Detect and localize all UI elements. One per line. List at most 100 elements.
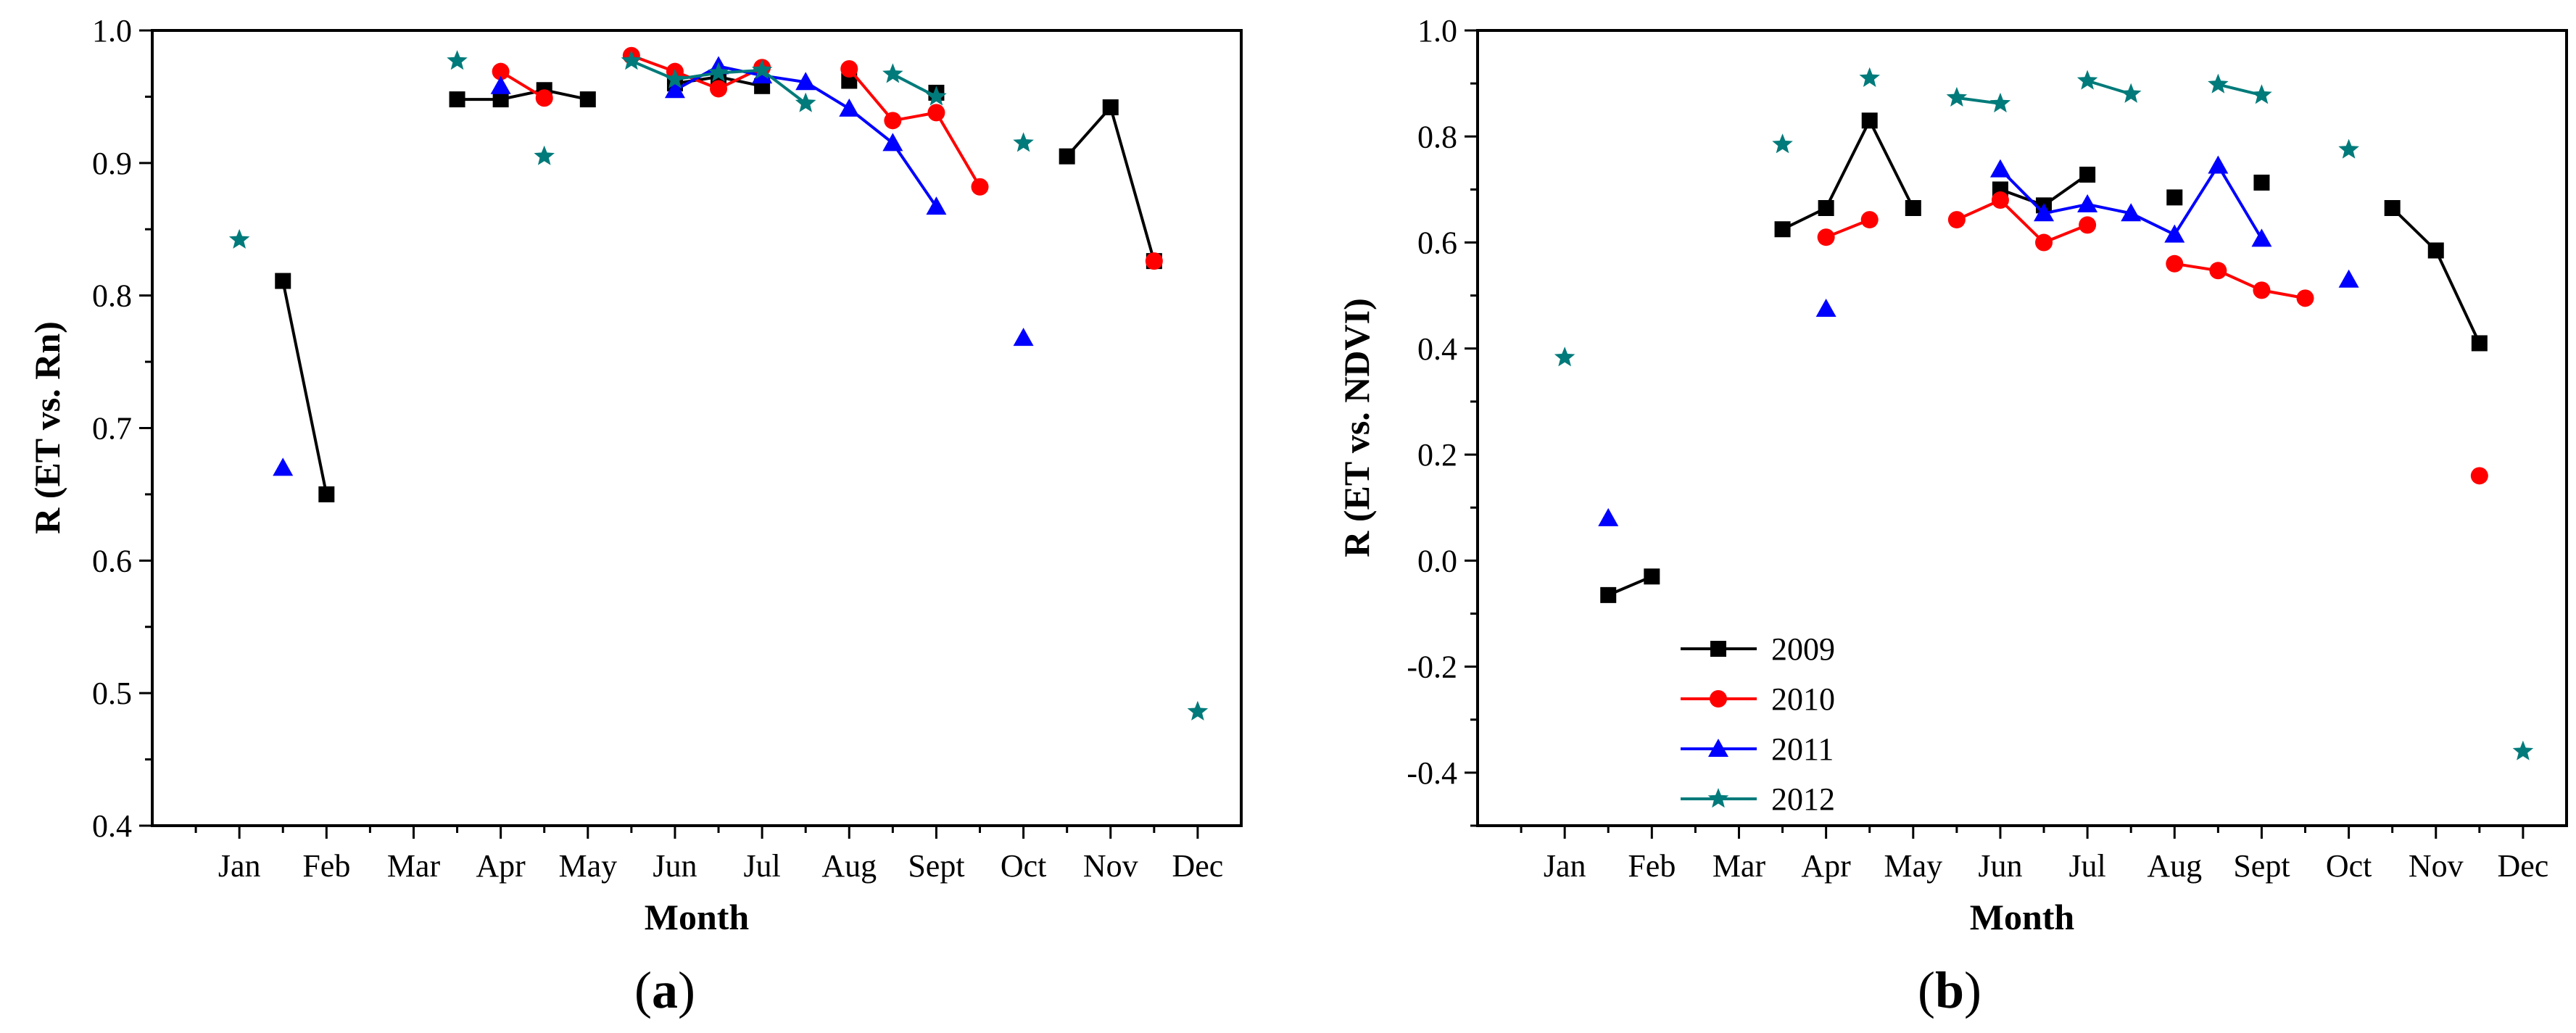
data-point-2011 <box>273 457 294 476</box>
y-tick-label: 0.8 <box>92 278 132 314</box>
x-tick-label: Mar <box>1712 848 1766 884</box>
data-point-2011 <box>1989 159 2010 178</box>
series-line-2010 <box>2174 262 2306 300</box>
y-tick-label: 0.4 <box>1417 331 1457 367</box>
data-point-2011 <box>839 98 860 117</box>
data-point-2012 <box>926 86 947 106</box>
axes-a: 0.4 0.5 0.6 0.7 0.8 0.9 1.0 Jan Feb Mar Apr May Jun J… <box>92 13 1223 884</box>
data-point-2009 <box>841 72 858 89</box>
plot-frame-a <box>151 29 1243 827</box>
data-point-2009 <box>1774 221 1791 238</box>
x-tick-label: Jan <box>218 848 261 884</box>
y-tick-label: 0.8 <box>1417 119 1457 154</box>
data-point-2010 <box>840 60 858 78</box>
y-tick-label: 1.0 <box>92 13 132 49</box>
data-point-2012 <box>1859 67 1880 87</box>
data-point-2012 <box>1946 86 1968 107</box>
legend-item-2011: 2011 <box>1681 731 1834 767</box>
series-2011 <box>1598 155 2359 526</box>
y-tick-label: 0.5 <box>92 676 132 711</box>
data-point-2011 <box>1815 298 1836 317</box>
x-tick-label: Sept <box>2233 848 2290 884</box>
data-point-2012 <box>882 63 903 83</box>
series-line-2010 <box>848 67 982 188</box>
x-tick-label: May <box>1884 848 1942 884</box>
data-point-2011 <box>490 75 511 94</box>
y-axis-title-a: R (ET vs. Rn) <box>27 321 67 534</box>
series-a <box>228 46 1209 721</box>
legend: 2009 2010 2011 2012 <box>1681 631 1835 817</box>
y-tick-label: 0.7 <box>92 411 132 447</box>
data-point-2009 <box>2166 189 2183 206</box>
y-tick-label: 0.2 <box>1417 437 1457 473</box>
data-point-2012 <box>795 92 816 112</box>
data-point-2009 <box>2471 335 2488 352</box>
x-tick-label: Oct <box>1001 848 1047 884</box>
data-point-2012 <box>228 228 250 249</box>
data-point-2010 <box>2209 262 2227 280</box>
data-point-2012 <box>2076 70 2098 90</box>
plot-frame-b <box>1476 29 2568 827</box>
data-point-2011 <box>2164 224 2185 243</box>
series-line-2012 <box>892 72 937 99</box>
data-point-2011 <box>664 80 685 99</box>
series-2009 <box>1600 112 2488 603</box>
data-point-2012 <box>1989 92 2011 113</box>
data-point-2009 <box>2427 242 2444 259</box>
data-point-2012 <box>664 68 686 88</box>
x-tick-label: Feb <box>1628 848 1676 884</box>
x-tick-label: Feb <box>302 848 350 884</box>
x-tick-label: Aug <box>2147 848 2202 884</box>
x-tick-label: Apr <box>1801 848 1851 884</box>
x-tick-label: Jan <box>1544 848 1586 884</box>
data-point-2010 <box>492 62 510 80</box>
x-axis-title-a: Month <box>645 897 750 937</box>
data-point-2010 <box>1991 191 2009 209</box>
x-tick-label: Aug <box>821 848 877 884</box>
series-line-2010 <box>1956 198 2088 244</box>
data-point-2010 <box>2079 216 2097 234</box>
x-tick-label: Jun <box>653 848 697 884</box>
data-point-2010 <box>884 112 902 130</box>
y-tick-label: 0.9 <box>92 146 132 181</box>
series-line-2010 <box>631 54 763 91</box>
data-point-2009 <box>1102 99 1119 116</box>
legend-marker-2011 <box>1708 739 1728 757</box>
data-point-2011 <box>2034 203 2055 222</box>
legend-marker-2012 <box>1707 788 1729 808</box>
series-2010 <box>492 46 1163 270</box>
data-point-2009 <box>2079 166 2096 183</box>
data-point-2012 <box>1187 700 1209 721</box>
panel-label-b-close: ) <box>1964 961 1981 1019</box>
data-point-2012 <box>447 50 468 70</box>
data-point-2009 <box>492 91 509 108</box>
data-point-2012 <box>751 59 773 79</box>
data-point-2011 <box>2077 194 2098 212</box>
x-tick-label: Nov <box>2409 848 2464 884</box>
y-axis-title-b: R (ET vs. NDVI) <box>1336 298 1377 557</box>
data-point-2009 <box>449 91 465 108</box>
data-point-2011 <box>2338 269 2359 288</box>
data-point-2011 <box>2251 228 2272 247</box>
panel-label-a-letter: a <box>652 961 678 1019</box>
panel-b: -0.4 -0.2 0.0 0.2 0.4 0.6 0.8 1.0 Jan Feb Mar Apr Ma… <box>1336 13 2568 1019</box>
legend-item-2009: 2009 <box>1681 631 1835 667</box>
data-point-2011 <box>926 196 947 215</box>
x-axis-title-b: Month <box>1970 897 2075 937</box>
x-tick-label: Jun <box>1978 848 2022 884</box>
series-2012 <box>1554 67 2534 760</box>
series-2011 <box>273 56 1034 476</box>
data-point-2010 <box>710 80 728 98</box>
panel-label-b-letter: b <box>1935 961 1964 1019</box>
axes-b: -0.4 -0.2 0.0 0.2 0.4 0.6 0.8 1.0 Jan Feb Mar Apr Ma… <box>1407 13 2548 884</box>
data-point-2010 <box>2296 289 2314 307</box>
x-tick-label: Mar <box>387 848 441 884</box>
data-point-2009 <box>318 486 335 502</box>
data-point-2009 <box>2253 174 2270 191</box>
x-tick-label: Oct <box>2326 848 2372 884</box>
data-point-2011 <box>795 72 816 91</box>
panel-a: 0.4 0.5 0.6 0.7 0.8 0.9 1.0 Jan Feb Mar Apr May Jun J… <box>27 13 1243 1019</box>
series-2010 <box>1817 191 2488 485</box>
data-point-2012 <box>2338 138 2359 159</box>
